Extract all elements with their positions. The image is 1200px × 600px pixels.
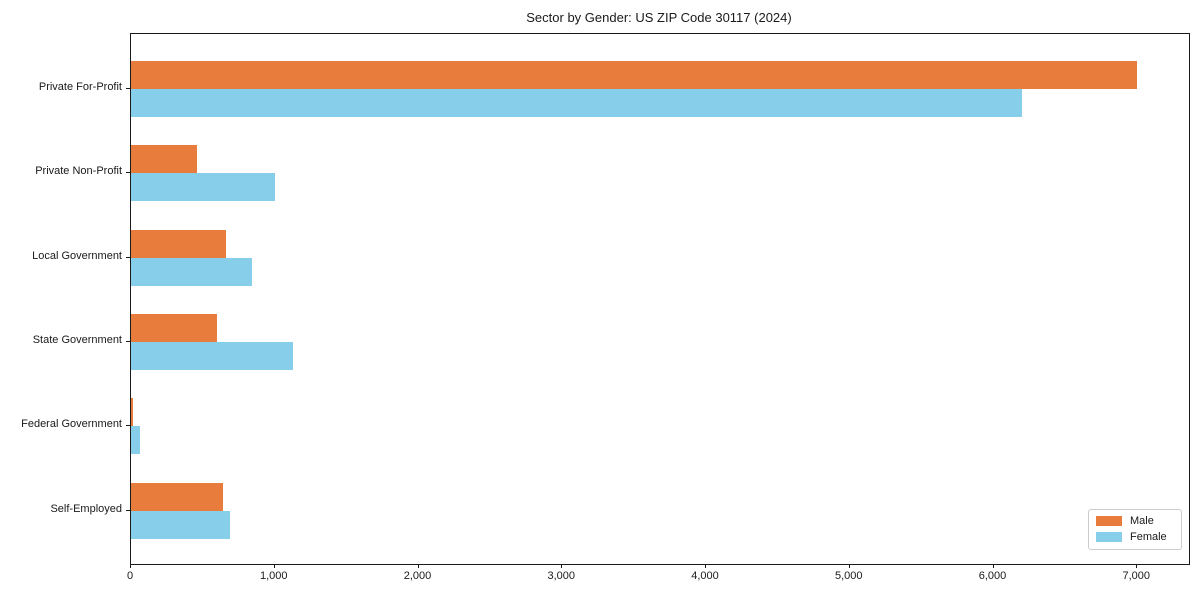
bar-female-self-employed	[131, 510, 231, 539]
y-tick-label: Federal Government	[21, 418, 122, 431]
legend-item-male: Male	[1096, 515, 1173, 527]
male-series-swatch	[1096, 516, 1122, 526]
x-tick-mark	[848, 564, 850, 568]
x-tick-mark	[705, 564, 706, 568]
bar-female-private-non-profit	[131, 173, 275, 202]
bar-female-federal-government	[131, 426, 140, 455]
y-tick-mark	[126, 256, 130, 258]
x-tick-mark	[273, 564, 275, 568]
x-tick-mark	[130, 564, 131, 568]
y-tick-label: Self-Employed	[50, 502, 122, 515]
x-tick-mark	[561, 564, 563, 568]
bar-male-self-employed	[131, 482, 223, 511]
x-tick-mark	[992, 564, 994, 568]
bar-male-private-for-profit	[131, 61, 1138, 89]
x-tick-mark	[417, 564, 419, 568]
bar-male-local-government	[131, 229, 226, 258]
legend-item-female: Female	[1096, 531, 1173, 543]
y-tick-mark	[126, 425, 130, 427]
x-tick-label: 5,000	[834, 570, 863, 582]
bar-male-federal-government	[131, 398, 134, 427]
x-tick-label: 2,000	[403, 570, 432, 582]
x-tick-label: 1,000	[259, 570, 288, 582]
y-tick-label: State Government	[32, 333, 122, 346]
bar-female-state-government	[131, 341, 294, 370]
y-tick-mark	[126, 509, 130, 511]
female-series-swatch	[1096, 532, 1122, 542]
y-tick-label: Private For-Profit	[38, 81, 122, 93]
bar-male-state-government	[131, 313, 218, 342]
bar-female-local-government	[131, 257, 252, 286]
legend-label-female: Female	[1130, 531, 1167, 543]
x-tick-label: 7,000	[1122, 570, 1151, 582]
y-tick-mark	[126, 88, 130, 89]
x-tick-label: 3,000	[547, 570, 576, 582]
legend-label-male: Male	[1130, 515, 1154, 527]
x-tick-label: 0	[126, 570, 134, 582]
chart-title: Sector by Gender: US ZIP Code 30117 (202…	[526, 10, 792, 25]
bar-male-private-non-profit	[131, 145, 198, 174]
y-tick-label: Private Non-Profit	[35, 165, 122, 178]
y-tick-mark	[126, 340, 130, 342]
x-tick-label: 6,000	[978, 570, 1007, 582]
bar-female-private-for-profit	[131, 89, 1023, 117]
legend: Male Female	[1088, 509, 1182, 550]
y-tick-label: Local Government	[32, 249, 122, 262]
x-tick-mark	[1136, 564, 1138, 568]
y-tick-mark	[126, 172, 130, 174]
plot-area	[130, 33, 1190, 565]
x-tick-label: 4,000	[691, 570, 719, 582]
